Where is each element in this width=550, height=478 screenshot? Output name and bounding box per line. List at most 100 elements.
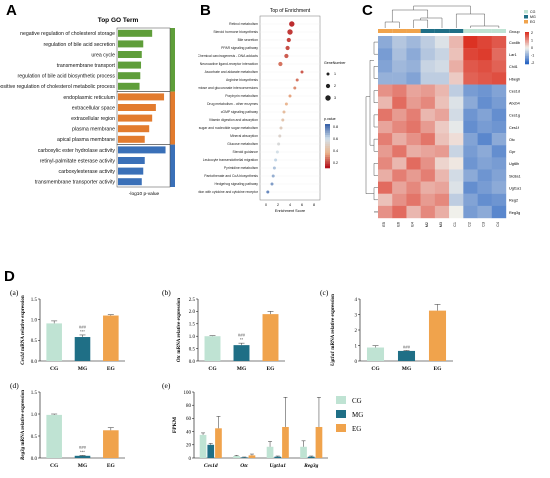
heatmap-cell (434, 72, 450, 85)
bar (46, 323, 62, 361)
legend-swatch (336, 410, 346, 418)
heatmap-cell (477, 36, 492, 49)
heatmap-cell (378, 120, 393, 134)
y-tick-label: 1.0 (31, 413, 38, 418)
heatmap-cell (378, 72, 393, 85)
panel-b-enrichment-chart: Top of Enrichment Retinol metabolism Stero… (198, 8, 346, 213)
y-tick-label: 40 (186, 430, 192, 435)
heatmap-cell (491, 145, 507, 158)
enrichment-dot (287, 29, 293, 35)
color-legend-swatch (325, 128, 330, 131)
enrichment-dot (279, 126, 283, 130)
heatmap-cell (392, 120, 407, 134)
heatmap-cell (392, 96, 407, 109)
go-bar (118, 51, 142, 58)
heatmap-cell (406, 193, 421, 207)
heatmap-cell (491, 169, 507, 182)
heatmap-cell (378, 181, 393, 194)
scale-legend-swatch (525, 41, 529, 44)
x-tick-label: 2 (277, 203, 279, 207)
enrichment-dot (284, 102, 288, 106)
heatmap-cell (434, 84, 450, 97)
heatmap-cell (491, 96, 507, 109)
color-legend-swatch (325, 150, 330, 153)
heatmap-row-label: Chil1 (509, 65, 518, 69)
subpanel-letter: (d) (10, 381, 19, 390)
heatmap-cell (491, 181, 507, 194)
heatmap-cell (463, 96, 478, 109)
y-tick-label: 0.5 (31, 339, 38, 344)
color-legend-swatch (325, 165, 330, 169)
scale-legend-swatch (525, 32, 529, 34)
y-tick-label: 1.5 (189, 323, 196, 328)
panel-a-go-chart: Top GO Term negative regulation of choles… (0, 17, 175, 197)
subpanel-letter: (e) (162, 381, 171, 390)
heatmap-cell (406, 181, 421, 194)
bar (262, 314, 279, 361)
heatmap-col-label: E4 (411, 222, 415, 227)
heatmap-cell (420, 84, 436, 97)
group-legend-swatch (524, 15, 528, 19)
size-legend-label: 3 (334, 96, 336, 100)
y-tick-label: 1.0 (189, 335, 196, 340)
heatmap-cell (434, 193, 450, 207)
pathway-label: PPAR signaling pathway (221, 46, 258, 50)
heatmap-cell (420, 48, 436, 61)
heatmap-cell (449, 120, 464, 134)
scale-legend-label: 1 (531, 39, 533, 43)
heatmap-cell (477, 169, 492, 182)
pathway-label: Viral protein interaction with cytokine … (198, 190, 259, 194)
heatmap-row-label: Abcb4 (509, 102, 520, 106)
enrichment-dot (288, 94, 292, 98)
heatmap-row-label: Ces1g (509, 114, 520, 118)
x-tick-label: Ugt1a1 (270, 463, 287, 469)
enrichment-dot (284, 53, 289, 59)
enrichment-dot (272, 166, 276, 170)
heatmap-cell (406, 96, 421, 109)
bar (74, 337, 91, 361)
x-tick-label: 6 (301, 203, 303, 207)
x-tick-label: EG (107, 463, 116, 469)
bar (300, 446, 307, 458)
y-tick-label: 0 (189, 457, 192, 462)
pathway-label: Glucose metabolism (227, 142, 258, 146)
scale-legend-swatch (525, 33, 529, 36)
heatmap-cell (449, 193, 464, 207)
x-tick-label: MG (78, 366, 88, 372)
panel-a-xlabel: -log10 p-value (129, 191, 160, 197)
y-tick-label: 0.5 (31, 435, 38, 440)
subpanel-letter: (a) (10, 288, 19, 297)
go-bar (118, 40, 144, 48)
heatmap-cell (449, 48, 464, 61)
bar (215, 428, 222, 458)
pathway-label: Pantothenate and CoA biosynthesis (204, 174, 258, 178)
heatmap-cell (392, 157, 407, 170)
heatmap-col-label: C3 (482, 222, 486, 227)
heatmap-cell (420, 169, 436, 182)
panel-letter-a: A (6, 2, 17, 19)
heatmap-cell (420, 72, 436, 85)
x-tick-label: 8 (313, 203, 315, 207)
go-bar (118, 157, 145, 164)
pathway-label: Leukocyte transendothelial migration (203, 158, 258, 162)
x-tick-label: EG (267, 366, 276, 372)
heatmap-cell (449, 169, 464, 182)
heatmap-row-label: Ugt1a1 (509, 186, 521, 190)
heatmap-col-label: E5 (382, 222, 386, 227)
go-term-label: regulation of bile acid secretion (43, 42, 115, 48)
heatmap-cell (378, 193, 393, 207)
enrichment-dot (300, 70, 304, 74)
heatmap-cell (434, 133, 450, 146)
color-legend-swatch (325, 143, 330, 147)
enrichment-dot (289, 21, 295, 27)
size-legend-label: 2 (334, 84, 336, 88)
group-label: Group (509, 30, 520, 34)
go-term-label: carboxylic ester hydrolase activity (38, 148, 116, 154)
heatmap-cell (406, 205, 421, 219)
pathway-label: Chemical carcinogenesis - DNA adducts (198, 54, 258, 58)
y-axis-label: Ces1d mRNA relative expression (21, 295, 26, 365)
go-bar (118, 104, 156, 111)
enrichment-dot (270, 182, 274, 186)
bar (204, 336, 221, 361)
color-legend-swatch (325, 126, 330, 129)
